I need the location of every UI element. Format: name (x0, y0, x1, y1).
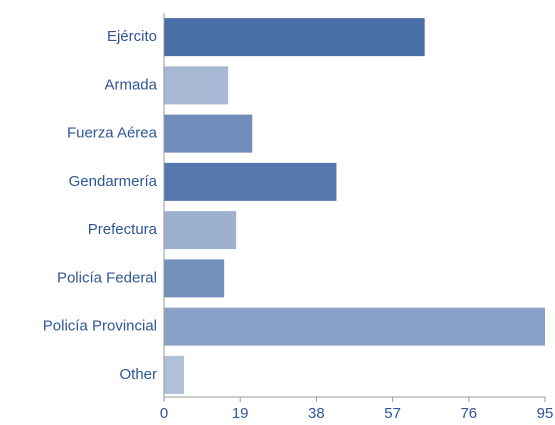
y-tick-label: Fuerza Aérea (67, 125, 158, 142)
x-tick-label: 76 (460, 405, 477, 422)
x-tick-label: 19 (232, 405, 249, 422)
x-tick-label: 38 (308, 405, 325, 422)
bar (164, 18, 425, 57)
y-tick-label: Policía Provincial (43, 318, 157, 335)
x-tick-label: 0 (160, 405, 168, 422)
bar (164, 211, 237, 250)
bar (164, 114, 253, 153)
x-tick-label: 57 (384, 405, 401, 422)
bar (164, 66, 229, 105)
y-tick-label: Policía Federal (57, 269, 157, 286)
bar (164, 162, 337, 201)
y-tick-label: Gendarmería (69, 173, 158, 190)
bar (164, 259, 225, 298)
bar (164, 307, 545, 346)
y-tick-label: Prefectura (88, 221, 158, 238)
y-tick-label: Ejército (107, 28, 157, 45)
x-tick-label: 95 (537, 405, 554, 422)
bar (164, 355, 185, 394)
y-tick-label: Other (119, 366, 157, 383)
y-tick-label: Armada (104, 76, 157, 93)
